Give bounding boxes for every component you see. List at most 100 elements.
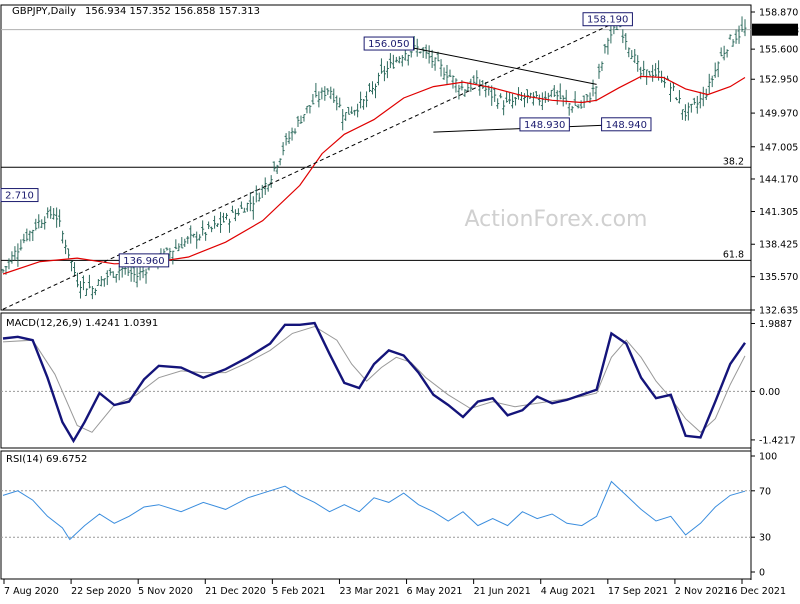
- ohlc-bar: [114, 274, 118, 283]
- ohlc-bar: [341, 109, 345, 131]
- ohlc-bar: [651, 64, 655, 82]
- ohlc-bar: [40, 219, 44, 228]
- ohlc-bar: [552, 85, 556, 97]
- ohlc-bar: [1, 268, 5, 273]
- ohlc-bar: [275, 164, 279, 175]
- ohlc-bar: [719, 47, 723, 57]
- ohlc-bar: [189, 225, 193, 244]
- macd-tick-label: -1.4217: [759, 435, 796, 446]
- ohlc-bar: [624, 33, 628, 50]
- ohlc-bar: [108, 267, 112, 276]
- ohlc-bar: [269, 175, 273, 188]
- ohlc-bar: [454, 78, 458, 93]
- ohlc-bar: [52, 208, 56, 220]
- ohlc-bar: [347, 106, 351, 115]
- price-tick-label: 141.305: [759, 207, 798, 218]
- macd-signal-line: [2, 325, 746, 433]
- ohlc-bar: [636, 55, 640, 72]
- ohlc-bar: [67, 248, 71, 259]
- ohlc-bar: [296, 115, 300, 127]
- ohlc-bar: [120, 267, 124, 278]
- ohlc-bar: [320, 87, 324, 100]
- ohlc-bar: [382, 65, 386, 82]
- ohlc-bar: [585, 94, 589, 102]
- ohlc-bar: [397, 56, 401, 64]
- ohlc-bar: [350, 106, 354, 115]
- ohlc-bar: [400, 55, 404, 67]
- ohlc-bar: [204, 232, 208, 241]
- ohlc-bar: [239, 201, 243, 209]
- ohlc-bar: [335, 95, 339, 111]
- ohlc-bar: [722, 45, 726, 61]
- date-tick-label: 5 Feb 2021: [272, 586, 325, 597]
- ohlc-bar: [233, 209, 237, 222]
- ohlc-bar: [728, 34, 732, 40]
- price-tick-label: 152.950: [759, 75, 798, 86]
- ohlc-bar: [317, 91, 321, 108]
- ohlc-bar: [514, 97, 518, 106]
- ohlc-bar: [55, 207, 59, 228]
- ohlc-bar: [531, 92, 535, 106]
- trendline-upper-wedge: [396, 44, 597, 85]
- price-label-box-2: [363, 36, 415, 51]
- ohlc-bar: [353, 109, 357, 116]
- ohlc-bar: [117, 265, 121, 281]
- date-tick-label: 23 Mar 2021: [339, 586, 399, 597]
- trendline-uptrend: [2, 20, 620, 310]
- ohlc-bar: [70, 260, 74, 272]
- date-tick-label: 22 Sep 2020: [71, 586, 131, 597]
- rsi-tick-label: 100: [759, 452, 777, 463]
- date-tick-label: 2 Nov 2021: [675, 586, 730, 597]
- ohlc-bar: [427, 45, 431, 64]
- ohlc-bar: [555, 90, 559, 105]
- ohlc-bar: [683, 104, 687, 121]
- ohlc-bar: [227, 218, 231, 233]
- ohlc-bar: [216, 223, 220, 227]
- ohlc-bar: [43, 216, 47, 230]
- last-price-value: 157.313: [756, 26, 799, 37]
- date-tick-label: 7 Aug 2020: [4, 586, 59, 597]
- ohlc-bar: [210, 226, 214, 233]
- ohlc-bar: [10, 251, 14, 264]
- ohlc-bar: [379, 58, 383, 74]
- ohlc-bar: [192, 233, 196, 238]
- ohlc-bar: [439, 59, 443, 77]
- ohlc-bar: [484, 81, 488, 98]
- ohlc-bar: [22, 233, 26, 244]
- ohlc-bar: [111, 271, 115, 278]
- ohlc-bar: [278, 158, 282, 166]
- ohlc-bar: [105, 270, 109, 286]
- ohlc-bar: [669, 82, 673, 102]
- macd-layer: [1, 321, 751, 444]
- ohlc-bar: [75, 272, 79, 288]
- ohlc-bar: [713, 62, 717, 78]
- rsi-tick-label: 70: [759, 486, 771, 497]
- ohlc-bar: [686, 102, 690, 121]
- price-label-0: 2.710: [5, 191, 34, 202]
- date-tick-label: 21 Jun 2021: [474, 586, 531, 597]
- ohlc-bar: [299, 115, 303, 124]
- ohlc-bar: [570, 105, 574, 113]
- ohlc-bar: [58, 209, 62, 227]
- ohlc-bar: [642, 60, 646, 76]
- ohlc-bar: [96, 279, 100, 286]
- price-tick-label: 132.635: [759, 306, 798, 317]
- ohlc-bar: [591, 79, 595, 97]
- price-label-box-4: [519, 117, 570, 132]
- price-label-1: 136.960: [123, 256, 164, 267]
- ohlc-bar: [490, 85, 494, 106]
- ohlc-bar: [424, 44, 428, 59]
- ohlc-bar: [442, 67, 446, 80]
- price-label-box-3: [582, 12, 633, 27]
- ohlc-bar: [248, 192, 252, 212]
- ohlc-bar: [451, 75, 455, 89]
- ohlc-bar: [257, 192, 261, 202]
- ohlc-bar: [725, 49, 729, 58]
- ohlc-bar: [356, 103, 360, 118]
- ohlc-bar: [344, 112, 348, 121]
- ohlc-bar: [174, 239, 178, 250]
- ohlc-bar: [61, 230, 65, 244]
- ohlc-bar: [543, 91, 547, 103]
- ohlc-bar: [242, 207, 246, 213]
- ohlc-bar: [627, 47, 631, 58]
